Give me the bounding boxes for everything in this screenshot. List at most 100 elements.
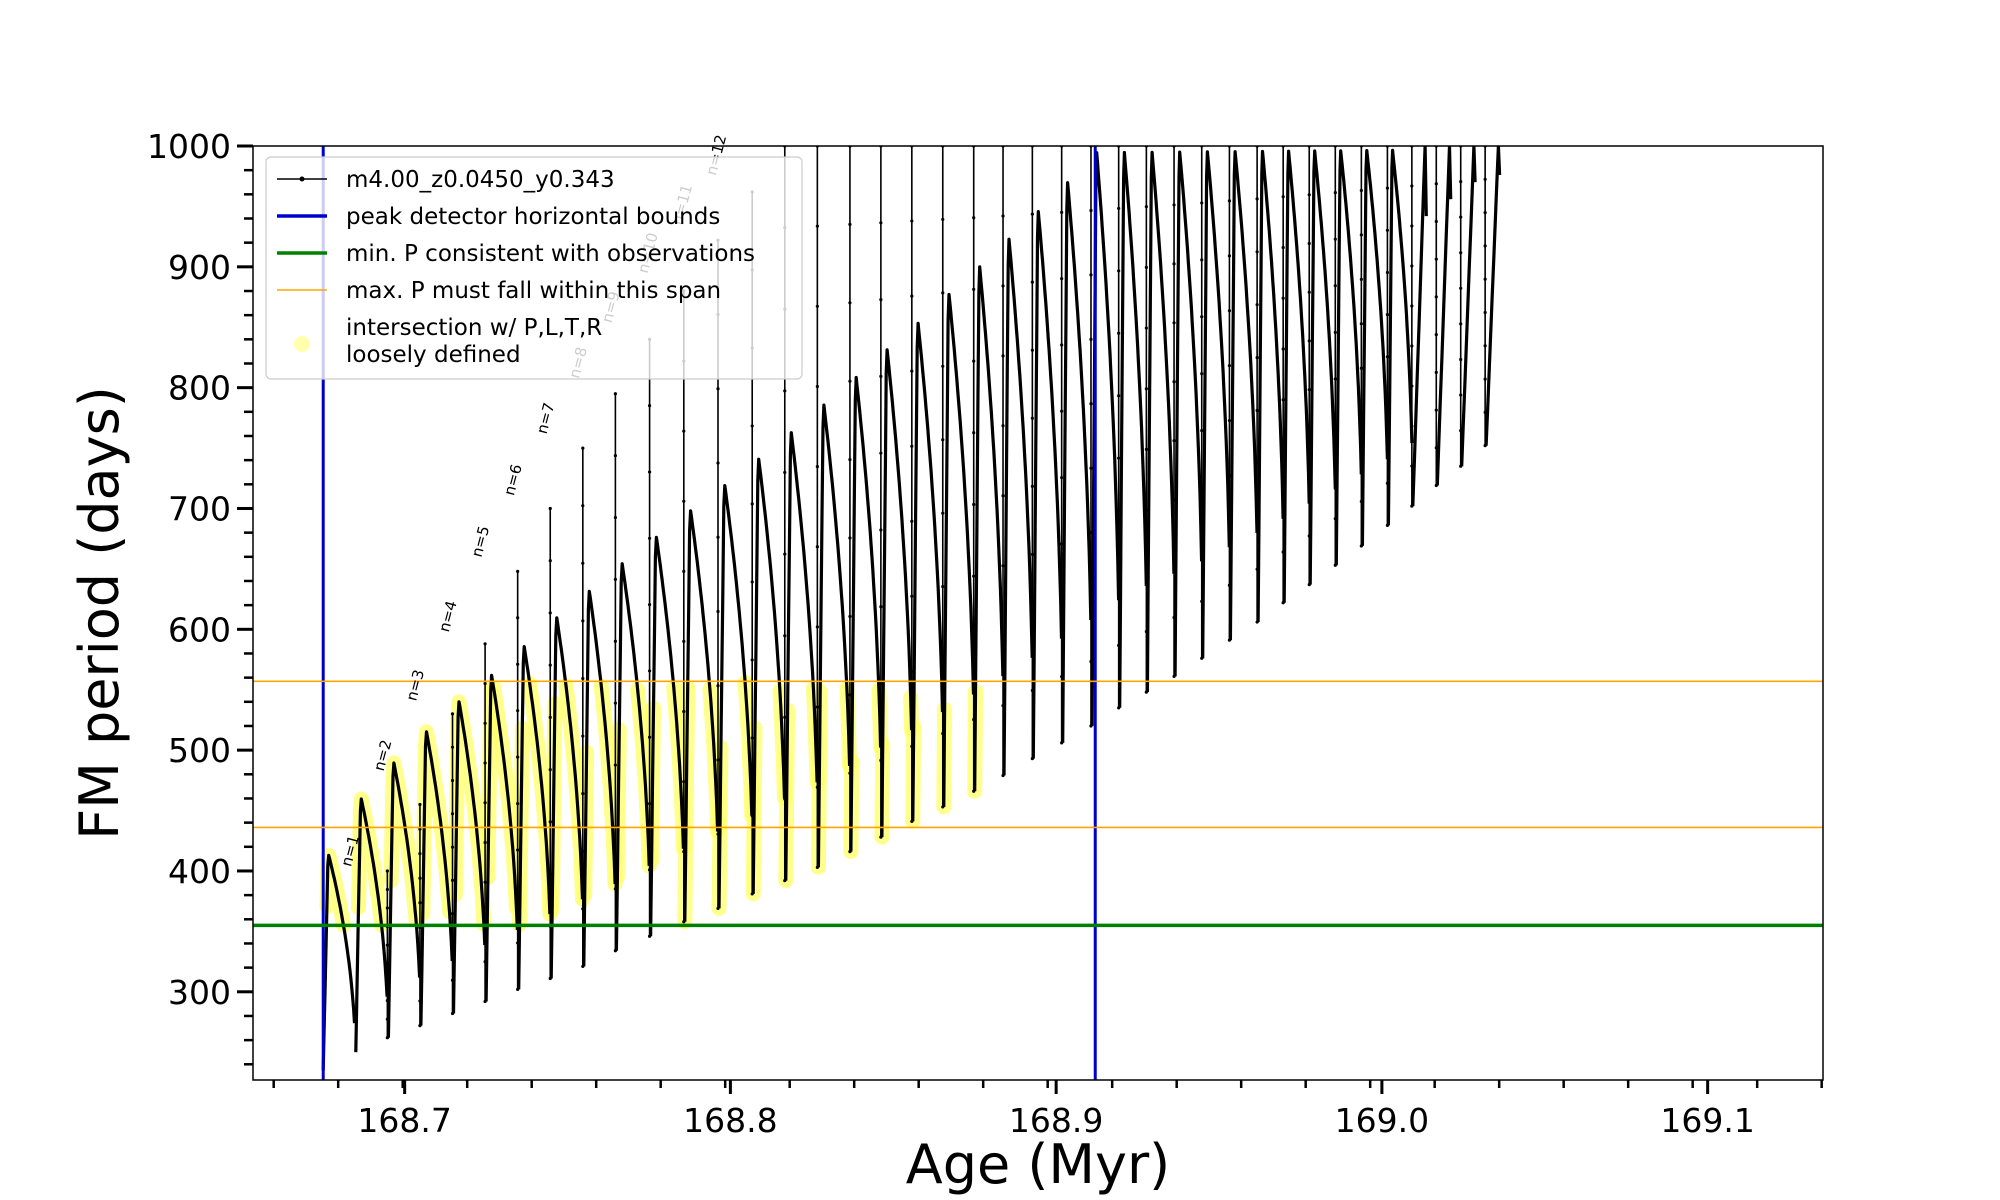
x-axis-title: Age (Myr): [906, 1133, 1171, 1196]
pulse-spike-point: [516, 848, 520, 852]
pulse-spike-point: [848, 222, 852, 227]
pulse-spike-point: [1117, 269, 1121, 273]
pulse-spike-point: [516, 801, 520, 806]
pulse-spike-point: [385, 943, 389, 947]
legend-label: min. P consistent with observations: [346, 241, 755, 267]
pulse-spike-point: [1459, 179, 1463, 184]
pulse-spike-point: [1281, 398, 1285, 402]
pulse-spike-point: [1385, 228, 1390, 232]
pulse-spike-point: [815, 224, 819, 228]
pulse-spike-point: [848, 301, 852, 305]
pulse-spike-point: [483, 681, 487, 686]
pulse-cycle-line: [816, 403, 852, 868]
pulse-spike-point: [783, 715, 787, 719]
y-axis-title: FM period (days): [68, 386, 131, 840]
pulse-cycle-line: [849, 375, 883, 852]
pulse-spike-point: [613, 577, 617, 581]
pulse-spike-point: [1117, 206, 1121, 211]
pulse-spike-point: [581, 504, 585, 508]
pulse-spike-point: [750, 424, 754, 428]
pulse-spike-point: [1255, 408, 1259, 413]
pulse-spike-point: [941, 585, 945, 589]
pulse-spike-point: [879, 605, 883, 609]
pulse-spike-point: [1333, 284, 1337, 288]
pulse-spike-point: [783, 389, 787, 393]
legend-label: peak detector horizontal bounds: [346, 204, 720, 230]
pulse-spike-point: [1459, 357, 1463, 362]
pulse-cycle-line: [942, 292, 976, 807]
pulse-spike-point: [1410, 304, 1414, 308]
pulse-spike-point: [581, 676, 585, 681]
pulse-spike-point: [750, 502, 754, 506]
pulse-spike-point: [483, 721, 487, 725]
pulse-spike-point: [972, 431, 976, 435]
pulse-cycle-line: [1002, 237, 1034, 776]
pulse-spike-point: [1089, 402, 1093, 406]
pulse-spike-point: [418, 827, 422, 831]
pulse-cycle-line: [911, 321, 945, 822]
y-tick-label: 800: [168, 369, 231, 408]
pulse-spike-point: [1030, 280, 1034, 284]
pulse-spike-point: [1281, 195, 1285, 199]
y-tick-label: 400: [168, 852, 231, 891]
pulse-spike-point: [581, 849, 585, 853]
pulse-spike-point: [1117, 456, 1121, 460]
pulse-spike-point: [1434, 408, 1438, 412]
legend-swatch-marker: [294, 336, 310, 352]
pulse-spike-point: [879, 221, 883, 225]
pulse-cycle-line: [1228, 150, 1259, 641]
pulse-spike-point: [910, 369, 914, 373]
pulse-spike-point: [418, 852, 422, 856]
pulse-spike-point: [1359, 277, 1363, 281]
pulse-spike-point: [910, 519, 914, 523]
y-tick-label: 700: [168, 489, 231, 528]
pulse-spike-point: [879, 681, 883, 686]
x-tick-label: 168.9: [1009, 1101, 1103, 1140]
pulse-cycle-line: [1334, 149, 1363, 566]
pulse-spike-point: [1434, 219, 1438, 224]
pulse-spike-point: [815, 464, 819, 469]
pulse-spike-point: [1089, 208, 1093, 213]
pulse-spike-point: [941, 438, 945, 442]
pulse-spike-point: [548, 768, 552, 772]
pulse-cycle-line: [1201, 150, 1231, 659]
pulse-spike-point: [548, 820, 552, 824]
pulse-spike-point: [450, 778, 455, 783]
pulse-spike-point: [1434, 295, 1438, 299]
pulse-spike-point: [418, 802, 422, 807]
pulse-spike-point: [941, 364, 945, 368]
pulse-spike-point: [1410, 424, 1414, 428]
pulse-cycle-line: [419, 730, 454, 1026]
pulse-spike-point: [972, 502, 976, 507]
pulse-spike-point: [1227, 199, 1232, 203]
pulse-spike-point: [1410, 184, 1414, 188]
pulse-cycle-line: [784, 431, 819, 881]
pulse-spike-point: [1172, 380, 1176, 384]
pulse-spike-point: [783, 470, 787, 475]
pulse-spike-point: [682, 639, 686, 643]
pulse-spike-point: [1410, 224, 1414, 228]
pulse-spike-point: [815, 384, 819, 389]
pulse-spike-point: [1483, 277, 1487, 281]
pulse-spike-point: [716, 535, 720, 539]
pulse-spike-point: [910, 294, 914, 298]
pulse-cycle-line: [1411, 146, 1428, 507]
pulse-spike-point: [647, 603, 652, 607]
pulse-spike-point: [548, 872, 552, 876]
pulse-spike-point: [483, 880, 487, 884]
pulse-spike-point: [1410, 344, 1414, 348]
pulse-spike-point: [516, 616, 520, 620]
pulse-spike-point: [385, 887, 389, 892]
pulse-spike-point: [1060, 210, 1064, 214]
pulse-spike-point: [682, 429, 686, 433]
pulse-spike-point: [815, 625, 819, 629]
pulse-spike-point: [1255, 355, 1259, 360]
pulse-spike-point: [972, 287, 976, 291]
pulse-spike-point: [1144, 447, 1148, 452]
pulse-spike-point: [1200, 315, 1204, 319]
pulse-spike-point: [1172, 439, 1176, 443]
legend-swatch-marker: [299, 176, 305, 182]
pulse-spike-point: [450, 712, 455, 716]
pulse-spike-point: [1333, 330, 1337, 334]
